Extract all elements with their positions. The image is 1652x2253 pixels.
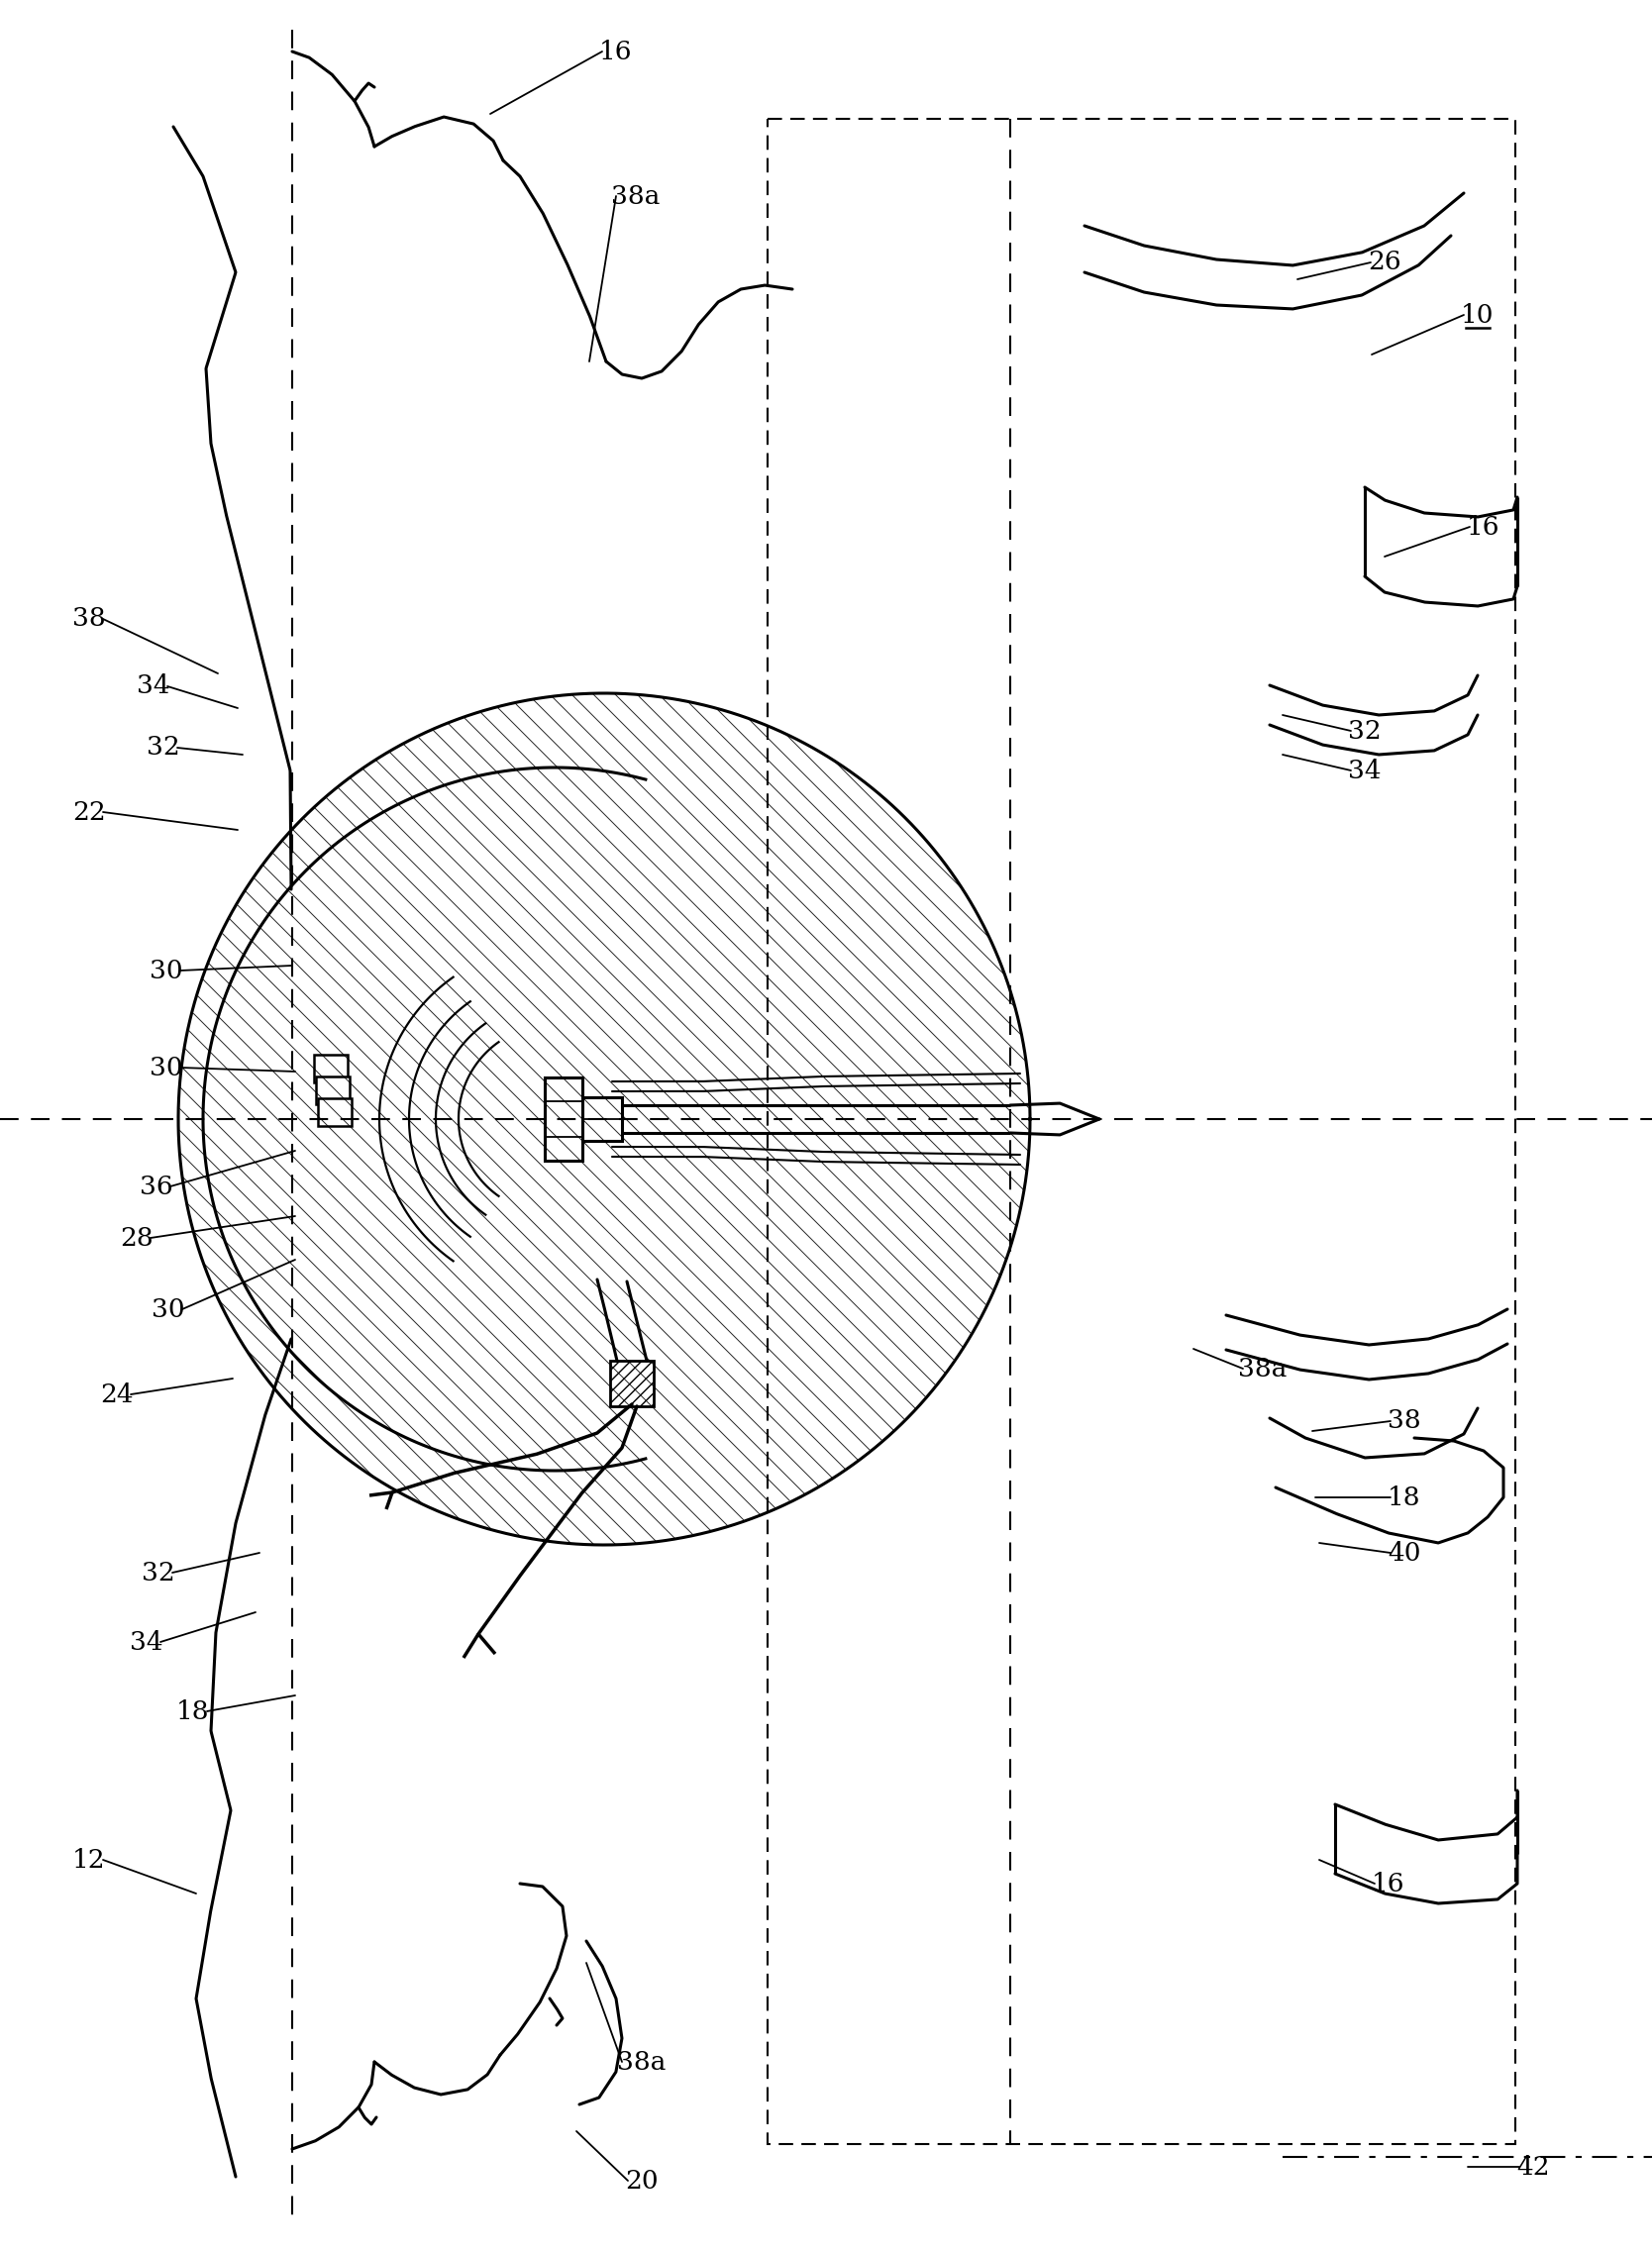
Bar [545,1077,583,1160]
Text: 32: 32 [1348,719,1381,743]
Text: 10: 10 [1460,302,1495,327]
Text: 16: 16 [1371,1872,1406,1897]
Bar [317,1097,352,1126]
Bar [583,1097,621,1140]
Text: 26: 26 [1368,250,1401,275]
Text: 12: 12 [73,1847,106,1872]
Text: 34: 34 [1348,757,1381,782]
Text: 22: 22 [73,800,106,825]
Text: 38: 38 [1388,1408,1421,1433]
Text: 16: 16 [600,38,633,63]
Bar [768,119,1515,2145]
Text: 40: 40 [1388,1541,1421,1566]
Text: 30: 30 [150,1054,183,1079]
Text: 32: 32 [147,734,180,759]
Text: 20: 20 [624,2167,659,2192]
Text: 18: 18 [177,1699,210,1724]
Text: 16: 16 [1467,514,1500,538]
Text: 28: 28 [121,1226,154,1250]
Text: 30: 30 [150,958,183,982]
Text: 38a: 38a [611,185,661,210]
Text: 34: 34 [137,674,170,698]
Text: 38a: 38a [1239,1356,1287,1381]
Text: 32: 32 [142,1561,175,1586]
Text: 42: 42 [1517,2154,1550,2179]
Text: 36: 36 [140,1174,173,1199]
Text: 38: 38 [73,606,106,631]
Text: 34: 34 [131,1629,164,1654]
Polygon shape [610,1361,654,1406]
Text: 18: 18 [1388,1485,1421,1510]
Text: 30: 30 [152,1298,185,1323]
Text: 24: 24 [101,1381,134,1406]
Text: 38a: 38a [618,2050,666,2075]
Bar [316,1077,350,1104]
Bar [314,1054,347,1081]
